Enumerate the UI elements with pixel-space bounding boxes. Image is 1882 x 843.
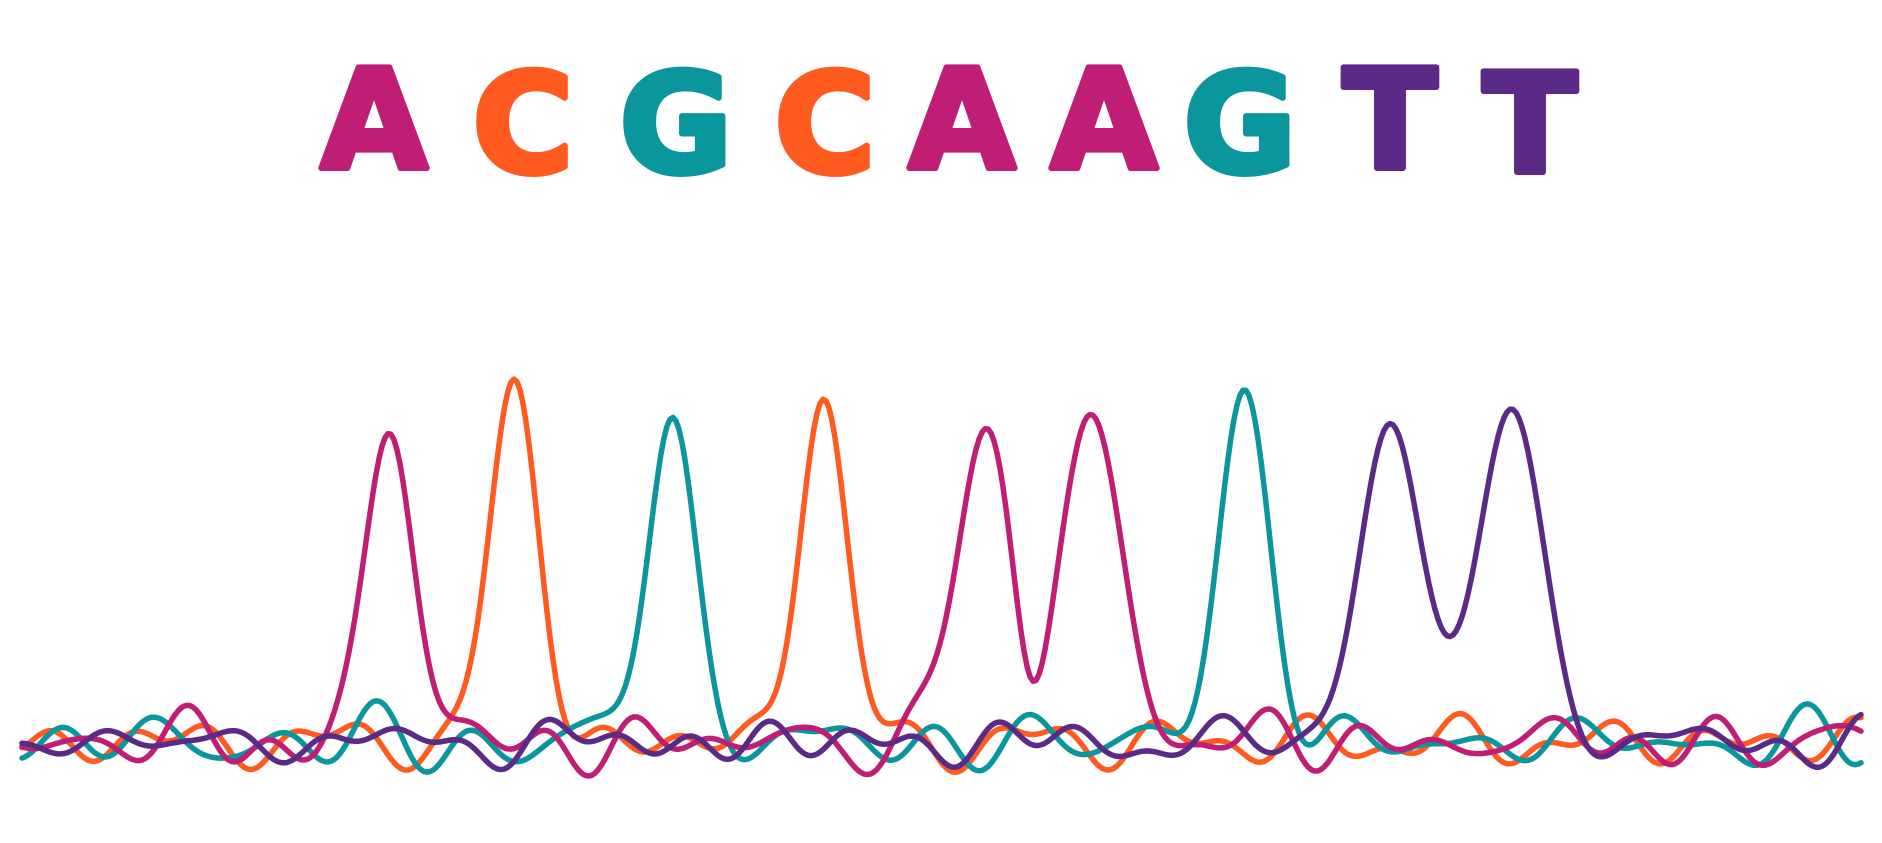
trace-G [19, 387, 1864, 775]
base-letter-6: A [1051, 40, 1158, 201]
base-letter-3: G [619, 44, 732, 205]
trace-A [19, 411, 1864, 779]
trace-T [19, 406, 1864, 773]
base-sequence: A C G C A A G T T [318, 37, 1580, 208]
base-letter-1: A [321, 40, 428, 201]
base-letter-5: A [909, 40, 1016, 201]
base-letter-9: T [1483, 44, 1577, 205]
base-letter-7: G [1183, 44, 1296, 205]
base-letter-4: C [774, 44, 875, 205]
trace-C [19, 376, 1864, 776]
base-letter-8: T [1343, 40, 1437, 201]
base-letter-2: C [472, 44, 573, 205]
chromatogram-traces [19, 376, 1864, 779]
